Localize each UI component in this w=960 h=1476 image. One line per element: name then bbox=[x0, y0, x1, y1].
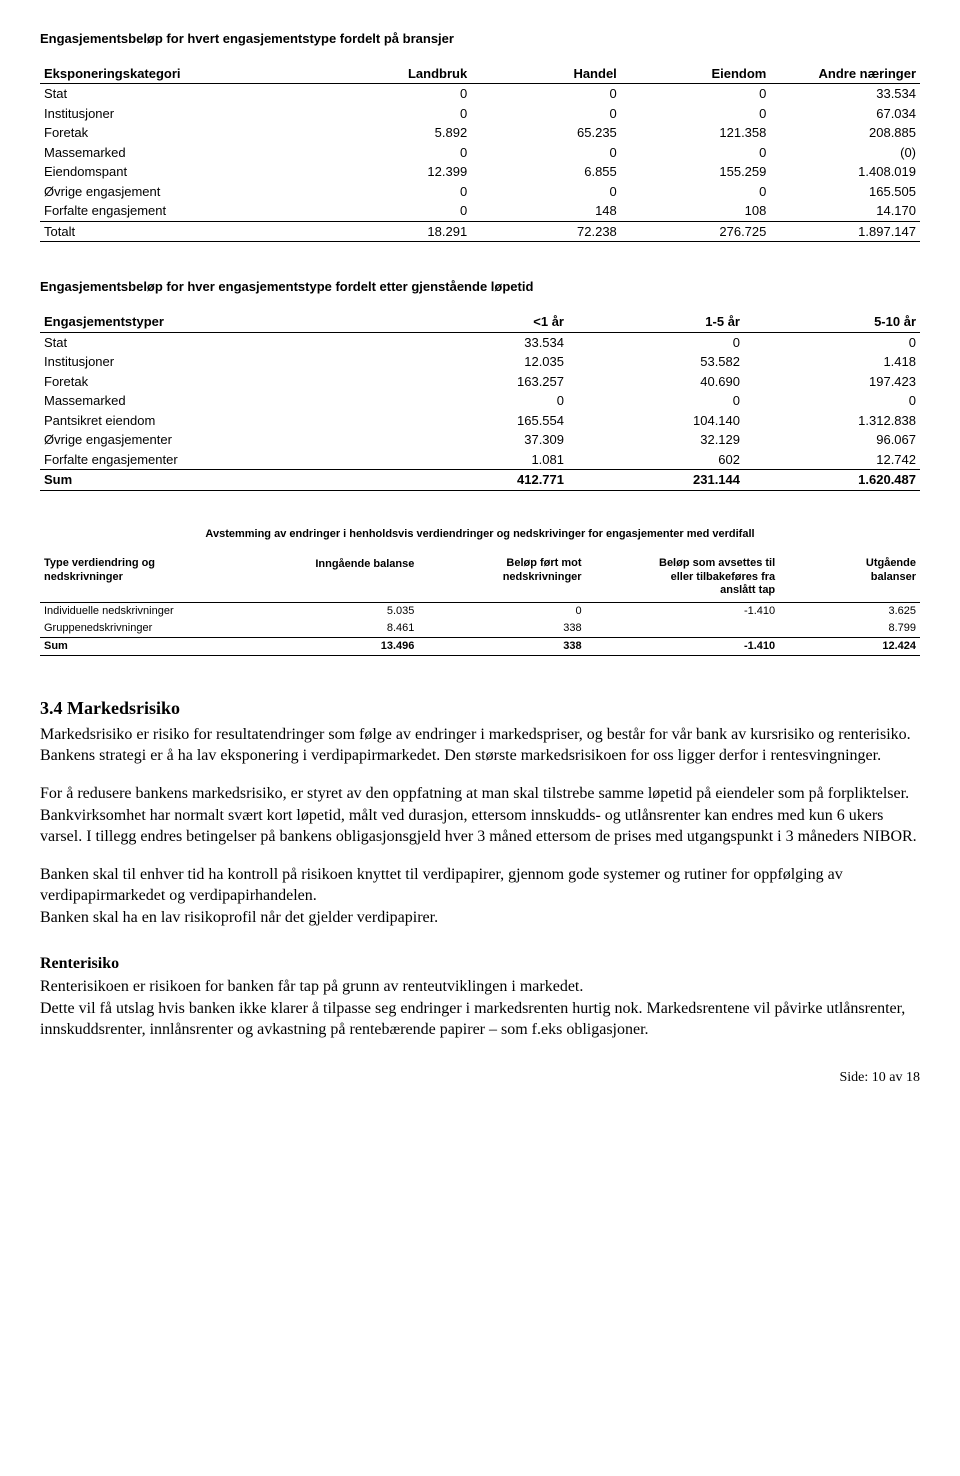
renterisiko-p2: Dette vil få utslag hvis banken ikke kla… bbox=[40, 998, 920, 1041]
page: Engasjementsbeløp for hvert engasjements… bbox=[0, 0, 960, 1128]
table-row: Massemarked000(0) bbox=[40, 143, 920, 163]
page-footer: Side: 10 av 18 bbox=[40, 1069, 920, 1088]
table-row: Øvrige engasjement000165.505 bbox=[40, 182, 920, 202]
table-row: Massemarked000 bbox=[40, 391, 920, 411]
table1-col3: Eiendom bbox=[621, 64, 771, 84]
table1: Eksponeringskategori Landbruk Handel Eie… bbox=[40, 64, 920, 243]
table3-header-row: Type verdiendring og nedskrivninger Inng… bbox=[40, 556, 920, 603]
table-row: Institusjoner00067.034 bbox=[40, 104, 920, 124]
table3-col1: Inngående balanse bbox=[251, 556, 418, 603]
table1-col1: Landbruk bbox=[322, 64, 472, 84]
table-row: Gruppenedskrivninger8.4613388.799 bbox=[40, 620, 920, 637]
section-3-4-p3: Banken skal til enhver tid ha kontroll p… bbox=[40, 864, 920, 907]
table3-col4: Utgående balanser bbox=[779, 556, 920, 603]
table-row: Pantsikret eiendom165.554104.1401.312.83… bbox=[40, 411, 920, 431]
table1-col0: Eksponeringskategori bbox=[40, 64, 322, 84]
table-row: Stat33.53400 bbox=[40, 332, 920, 352]
section-3-4-p2: For å redusere bankens markedsrisiko, er… bbox=[40, 783, 920, 848]
table-row: Øvrige engasjementer37.30932.12996.067 bbox=[40, 430, 920, 450]
table2-total-row: Sum412.771231.1441.620.487 bbox=[40, 470, 920, 491]
table-row: Forfalte engasjementer1.08160212.742 bbox=[40, 450, 920, 470]
table2-header-row: Engasjementstyper <1 år 1-5 år 5-10 år bbox=[40, 312, 920, 332]
table2-col3: 5-10 år bbox=[744, 312, 920, 332]
table1-total-row: Totalt18.29172.238276.7251.897.147 bbox=[40, 221, 920, 242]
section-3-4-p4: Banken skal ha en lav risikoprofil når d… bbox=[40, 907, 920, 929]
table1-heading: Engasjementsbeløp for hvert engasjements… bbox=[40, 30, 920, 48]
table2-col0: Engasjementstyper bbox=[40, 312, 392, 332]
table1-header-row: Eksponeringskategori Landbruk Handel Eie… bbox=[40, 64, 920, 84]
table-row: Forfalte engasjement014810814.170 bbox=[40, 201, 920, 221]
table-row: Individuelle nedskrivninger5.0350-1.4103… bbox=[40, 603, 920, 620]
table3: Type verdiendring og nedskrivninger Inng… bbox=[40, 556, 920, 656]
table3-col0: Type verdiendring og nedskrivninger bbox=[40, 556, 251, 603]
table3-col3: Beløp som avsettes til eller tilbakeføre… bbox=[586, 556, 780, 603]
table-row: Eiendomspant12.3996.855155.2591.408.019 bbox=[40, 162, 920, 182]
table-row: Stat00033.534 bbox=[40, 84, 920, 104]
table3-heading: Avstemming av endringer i henholdsvis ve… bbox=[40, 527, 920, 542]
section-3-4-p1: Markedsrisiko er risiko for resultatendr… bbox=[40, 724, 920, 767]
table-row: Foretak5.89265.235121.358208.885 bbox=[40, 123, 920, 143]
table2-col2: 1-5 år bbox=[568, 312, 744, 332]
renterisiko-heading: Renterisiko bbox=[40, 953, 920, 975]
table-row: Foretak163.25740.690197.423 bbox=[40, 372, 920, 392]
table2: Engasjementstyper <1 år 1-5 år 5-10 år S… bbox=[40, 312, 920, 491]
table1-col2: Handel bbox=[471, 64, 621, 84]
section-3-4-title: 3.4 Markedsrisiko bbox=[40, 696, 920, 720]
table3-col2: Beløp ført mot nedskrivninger bbox=[418, 556, 585, 603]
table-row: Institusjoner12.03553.5821.418 bbox=[40, 352, 920, 372]
table3-total-row: Sum13.496338-1.41012.424 bbox=[40, 637, 920, 655]
table1-col4: Andre næringer bbox=[770, 64, 920, 84]
table2-col1: <1 år bbox=[392, 312, 568, 332]
table2-heading: Engasjementsbeløp for hver engasjementst… bbox=[40, 278, 920, 296]
renterisiko-p1: Renterisikoen er risikoen for banken får… bbox=[40, 976, 920, 998]
